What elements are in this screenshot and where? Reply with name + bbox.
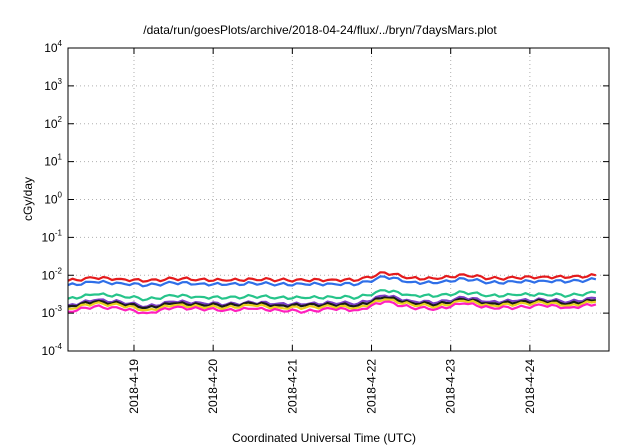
- y-tick-label: 101: [44, 153, 62, 169]
- x-axis: 2018-4-19 2018-4-20 2018-4-21 2018-4-22 2018…: [127, 48, 537, 414]
- series-line: [67, 275, 597, 288]
- x-tick-label: 2018-4-20: [206, 359, 220, 414]
- series-line: [67, 298, 597, 312]
- x-axis-label: Coordinated Universal Time (UTC): [232, 431, 416, 445]
- y-tick-label: 102: [44, 115, 62, 131]
- y-tick-label: 10-2: [42, 266, 63, 282]
- x-tick-label: 2018-4-23: [444, 359, 458, 414]
- series-line: [67, 300, 597, 315]
- x-tick-label: 2018-4-22: [365, 359, 379, 414]
- series-line: [67, 294, 596, 309]
- series-line: [67, 296, 596, 310]
- series-line: [67, 289, 597, 302]
- chart-title: /data/run/goesPlots/archive/2018-04-24/f…: [143, 23, 497, 37]
- y-tick-label: 104: [44, 39, 62, 55]
- y-tick-label: 10-3: [42, 304, 63, 320]
- y-axis: 10-4 10-3 10-2 10-1 100 101 102 103 104: [42, 39, 609, 358]
- x-tick-label: 2018-4-21: [285, 359, 299, 414]
- x-tick-label: 2018-4-24: [523, 359, 537, 414]
- y-tick-label: 100: [44, 191, 62, 207]
- y-tick-label: 103: [44, 77, 62, 93]
- series-group: [67, 271, 597, 315]
- y-axis-label: cGy/day: [21, 177, 35, 221]
- series-line: [67, 271, 597, 283]
- y-tick-label: 10-1: [42, 228, 63, 244]
- y-tick-label: 10-4: [42, 342, 63, 358]
- x-tick-label: 2018-4-19: [127, 359, 141, 414]
